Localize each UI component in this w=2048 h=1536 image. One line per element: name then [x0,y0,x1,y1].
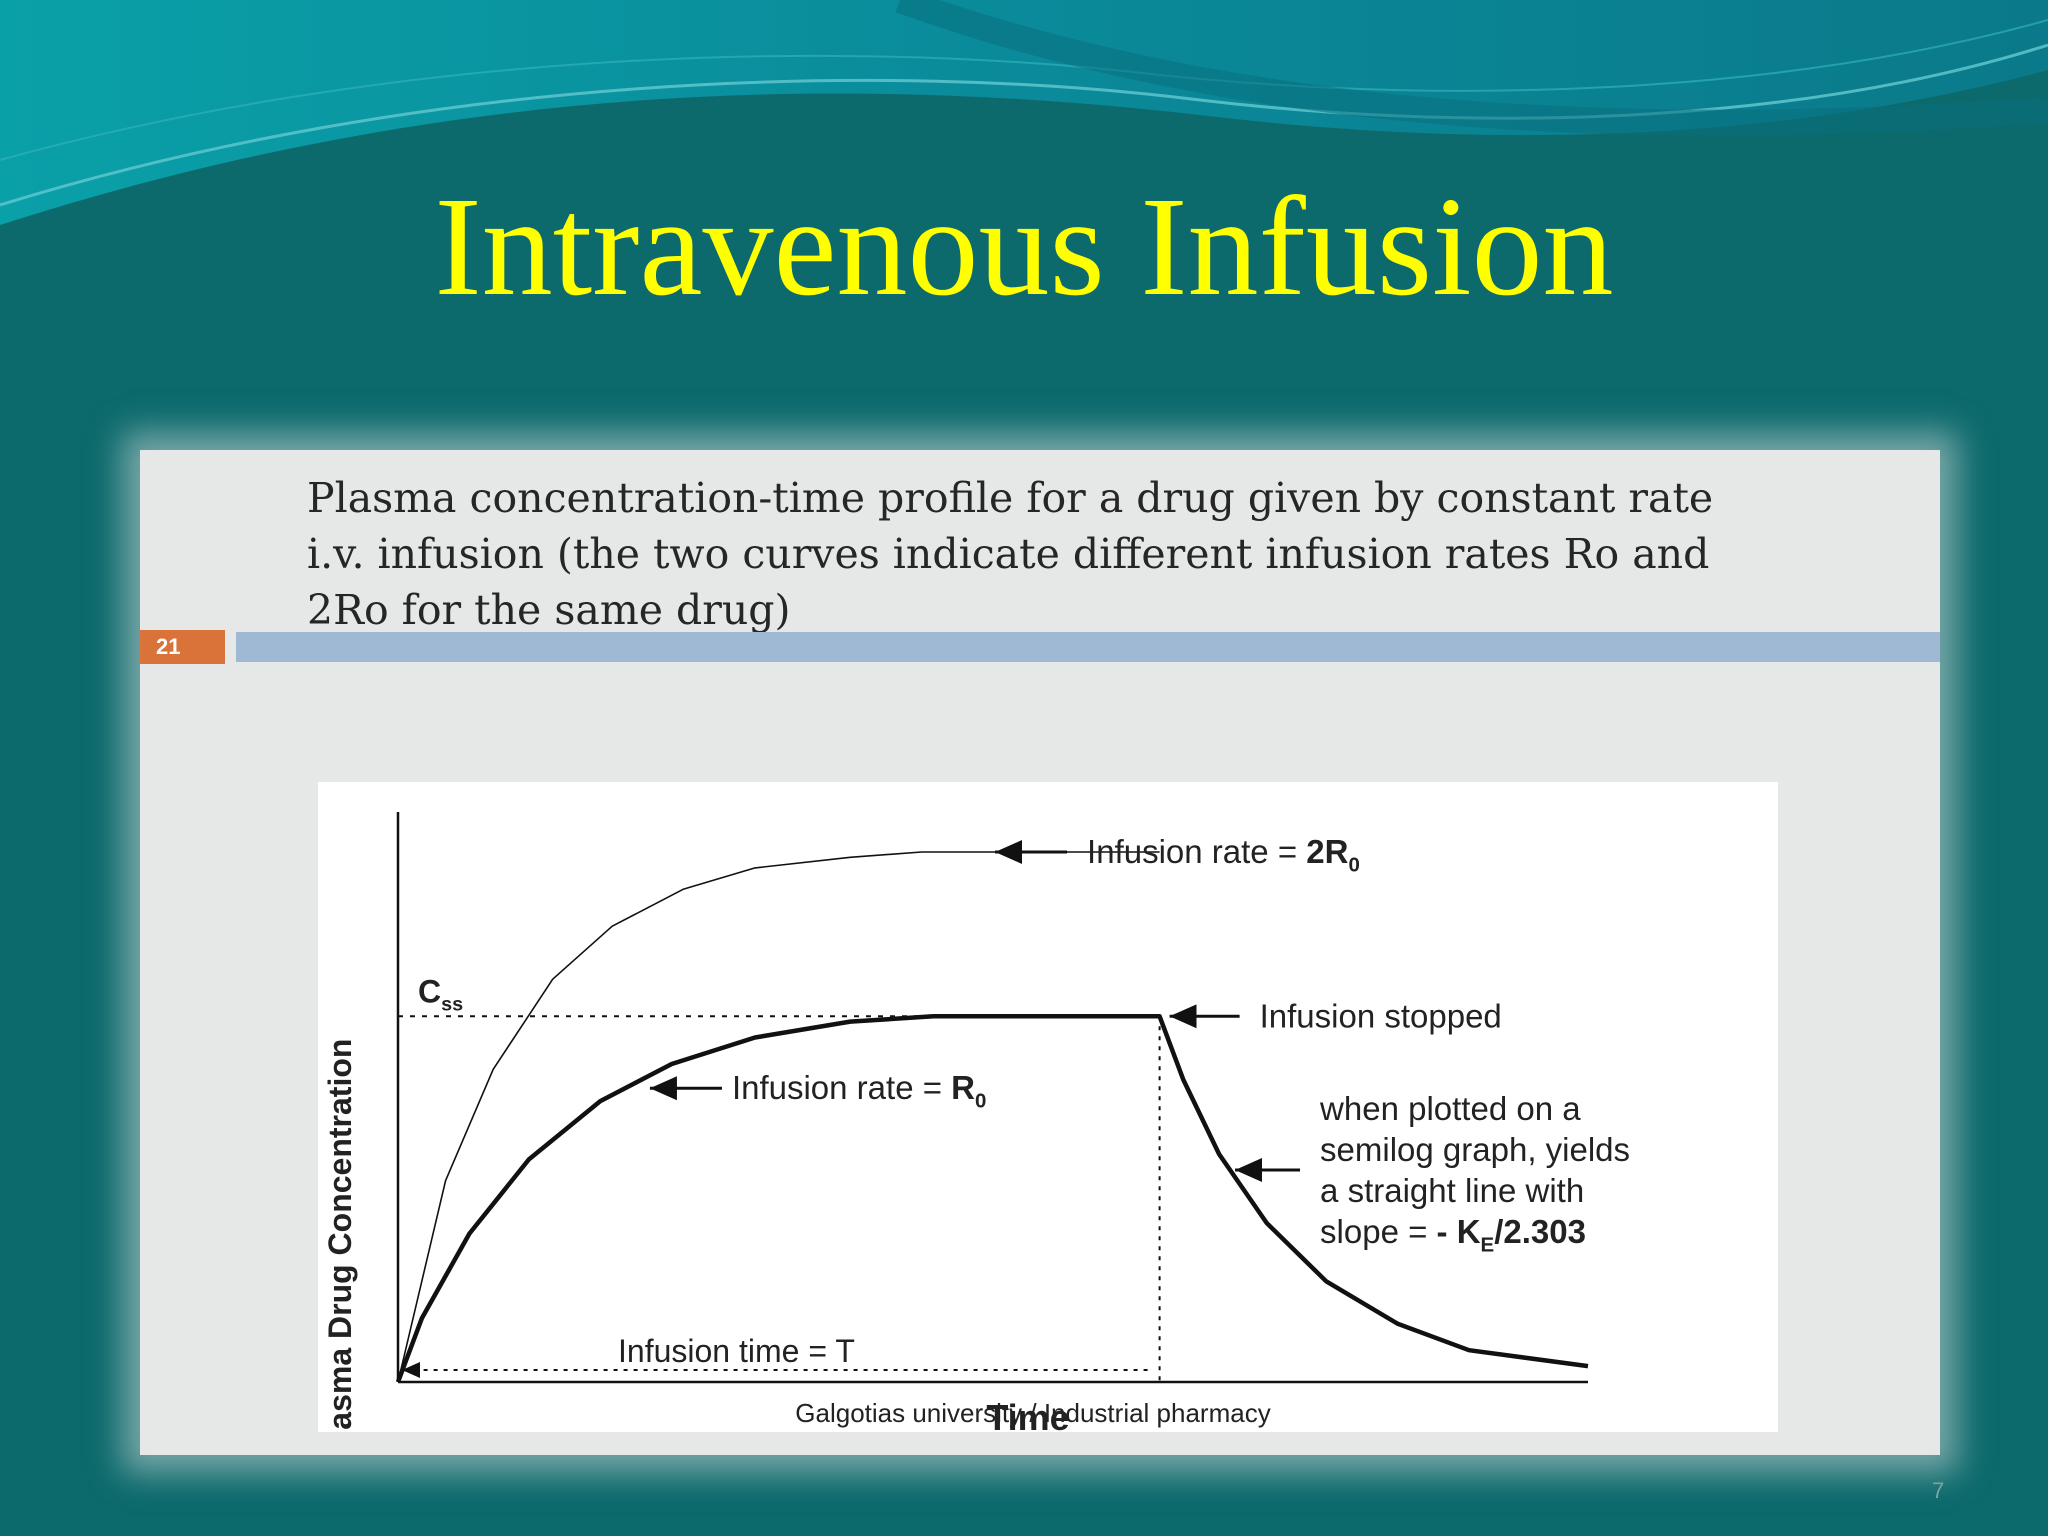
series-line-2 [395,1014,1589,1383]
chart-background [318,782,1778,1432]
css-label: Css [418,973,463,1015]
annotation-semilog-line-4: slope = - KE/2.303 [1320,1213,1586,1256]
annotation-semilog-line-1: when plotted on a [1319,1090,1581,1127]
annotation-semilog-line-3: a straight line with [1320,1172,1584,1209]
divider-bar [236,632,1940,662]
annotation-rate1: Infusion rate = R0 [732,1069,986,1112]
footer-text: Galgotias university / Industrial pharma… [795,1398,1270,1428]
figure-caption: Plasma concentration-time profile for a … [307,474,1714,634]
slide-title: Intravenous Infusion [434,167,1614,325]
page-number: 7 [1932,1478,1945,1503]
series-line-1 [397,851,1160,1383]
chart: —▶ Plasma Drug Concentration Galgotias un… [322,812,1630,1432]
y-axis-label: —▶ Plasma Drug Concentration [322,1039,358,1432]
annotation-semilog-line-2: semilog graph, yields [1320,1131,1630,1168]
annotation-stopped: Infusion stopped [1260,997,1502,1034]
wave-banner [0,0,2048,260]
x-axis-label: Time [986,1397,1069,1432]
infusion-time-label: Infusion time = T [618,1333,855,1369]
annotation-rate2: Infusion rate = 2R0 [1087,833,1360,876]
slide-number-badge: 21 [140,630,225,664]
